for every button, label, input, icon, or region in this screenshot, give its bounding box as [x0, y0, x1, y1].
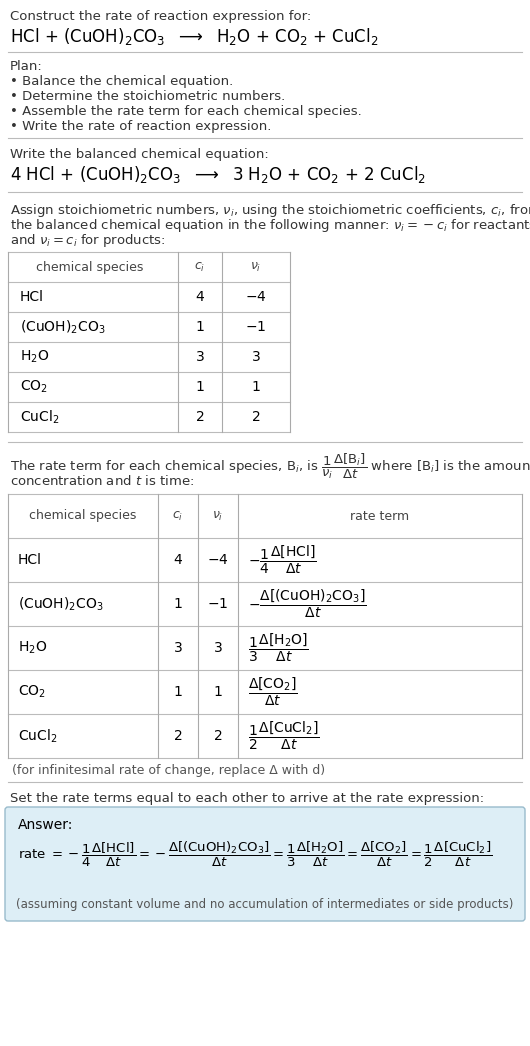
Text: $\dfrac{1}{2}\dfrac{\Delta[\mathrm{CuCl_2}]}{\Delta t}$: $\dfrac{1}{2}\dfrac{\Delta[\mathrm{CuCl_…: [248, 720, 320, 752]
Text: rate term: rate term: [350, 509, 410, 523]
Text: $c_i$: $c_i$: [195, 260, 206, 274]
Text: HCl: HCl: [18, 553, 42, 567]
Text: 4: 4: [196, 290, 205, 304]
Text: • Balance the chemical equation.: • Balance the chemical equation.: [10, 75, 233, 88]
Text: 4 HCl + (CuOH)$_2$CO$_3$  $\longrightarrow$  3 H$_2$O + CO$_2$ + 2 CuCl$_2$: 4 HCl + (CuOH)$_2$CO$_3$ $\longrightarro…: [10, 164, 426, 185]
Text: (assuming constant volume and no accumulation of intermediates or side products): (assuming constant volume and no accumul…: [16, 899, 514, 911]
Text: 1: 1: [196, 320, 205, 334]
Text: CuCl$_2$: CuCl$_2$: [18, 727, 57, 745]
Text: Write the balanced chemical equation:: Write the balanced chemical equation:: [10, 147, 269, 161]
Text: 2: 2: [196, 410, 205, 424]
Text: concentration and $t$ is time:: concentration and $t$ is time:: [10, 474, 194, 488]
Text: the balanced chemical equation in the following manner: $\nu_i = -c_i$ for react: the balanced chemical equation in the fo…: [10, 217, 530, 234]
Text: HCl: HCl: [20, 290, 44, 304]
Text: 3: 3: [174, 641, 182, 655]
Text: $c_i$: $c_i$: [172, 509, 183, 523]
Text: 1: 1: [196, 380, 205, 394]
Text: CuCl$_2$: CuCl$_2$: [20, 408, 59, 426]
Text: $-\dfrac{\Delta[(\mathrm{CuOH})_2\mathrm{CO}_3]}{\Delta t}$: $-\dfrac{\Delta[(\mathrm{CuOH})_2\mathrm…: [248, 588, 367, 620]
Text: 3: 3: [252, 350, 260, 364]
Text: 3: 3: [196, 350, 205, 364]
Text: $-\dfrac{1}{4}\dfrac{\Delta[\mathrm{HCl}]}{\Delta t}$: $-\dfrac{1}{4}\dfrac{\Delta[\mathrm{HCl}…: [248, 544, 316, 576]
Text: • Write the rate of reaction expression.: • Write the rate of reaction expression.: [10, 120, 271, 133]
Text: (CuOH)$_2$CO$_3$: (CuOH)$_2$CO$_3$: [20, 318, 105, 336]
Text: 2: 2: [214, 729, 223, 743]
Text: and $\nu_i = c_i$ for products:: and $\nu_i = c_i$ for products:: [10, 232, 165, 249]
Text: CO$_2$: CO$_2$: [20, 379, 48, 395]
Text: 3: 3: [214, 641, 223, 655]
Text: H$_2$O: H$_2$O: [18, 640, 47, 656]
Text: • Assemble the rate term for each chemical species.: • Assemble the rate term for each chemic…: [10, 105, 362, 118]
Text: $-4$: $-4$: [245, 290, 267, 304]
Text: Plan:: Plan:: [10, 60, 43, 73]
Text: Construct the rate of reaction expression for:: Construct the rate of reaction expressio…: [10, 10, 311, 23]
Text: (CuOH)$_2$CO$_3$: (CuOH)$_2$CO$_3$: [18, 595, 103, 613]
Text: HCl + (CuOH)$_2$CO$_3$  $\longrightarrow$  H$_2$O + CO$_2$ + CuCl$_2$: HCl + (CuOH)$_2$CO$_3$ $\longrightarrow$…: [10, 26, 378, 47]
Text: rate $= -\dfrac{1}{4}\dfrac{\Delta[\mathrm{HCl}]}{\Delta t} = -\dfrac{\Delta[(\m: rate $= -\dfrac{1}{4}\dfrac{\Delta[\math…: [18, 840, 492, 869]
Text: $\nu_i$: $\nu_i$: [250, 260, 262, 274]
Text: $-1$: $-1$: [207, 597, 228, 611]
Text: $-4$: $-4$: [207, 553, 229, 567]
Text: $\dfrac{\Delta[\mathrm{CO_2}]}{\Delta t}$: $\dfrac{\Delta[\mathrm{CO_2}]}{\Delta t}…: [248, 676, 298, 708]
Text: $-1$: $-1$: [245, 320, 267, 334]
Text: chemical species: chemical species: [29, 509, 137, 523]
Text: chemical species: chemical species: [37, 260, 144, 273]
Text: The rate term for each chemical species, B$_i$, is $\dfrac{1}{\nu_i}\dfrac{\Delt: The rate term for each chemical species,…: [10, 452, 530, 481]
Text: Set the rate terms equal to each other to arrive at the rate expression:: Set the rate terms equal to each other t…: [10, 792, 484, 805]
Text: H$_2$O: H$_2$O: [20, 348, 49, 365]
Text: 1: 1: [214, 685, 223, 699]
FancyBboxPatch shape: [5, 808, 525, 920]
Text: Assign stoichiometric numbers, $\nu_i$, using the stoichiometric coefficients, $: Assign stoichiometric numbers, $\nu_i$, …: [10, 202, 530, 219]
Text: 1: 1: [252, 380, 260, 394]
Text: (for infinitesimal rate of change, replace Δ with d): (for infinitesimal rate of change, repla…: [12, 764, 325, 777]
Text: Answer:: Answer:: [18, 818, 73, 832]
Text: CO$_2$: CO$_2$: [18, 684, 46, 700]
Text: 1: 1: [173, 597, 182, 611]
Text: $\nu_i$: $\nu_i$: [213, 509, 224, 523]
Text: 2: 2: [174, 729, 182, 743]
Text: 4: 4: [174, 553, 182, 567]
Text: 2: 2: [252, 410, 260, 424]
Text: 1: 1: [173, 685, 182, 699]
Text: • Determine the stoichiometric numbers.: • Determine the stoichiometric numbers.: [10, 90, 285, 103]
Text: $\dfrac{1}{3}\dfrac{\Delta[\mathrm{H_2O}]}{\Delta t}$: $\dfrac{1}{3}\dfrac{\Delta[\mathrm{H_2O}…: [248, 632, 309, 664]
